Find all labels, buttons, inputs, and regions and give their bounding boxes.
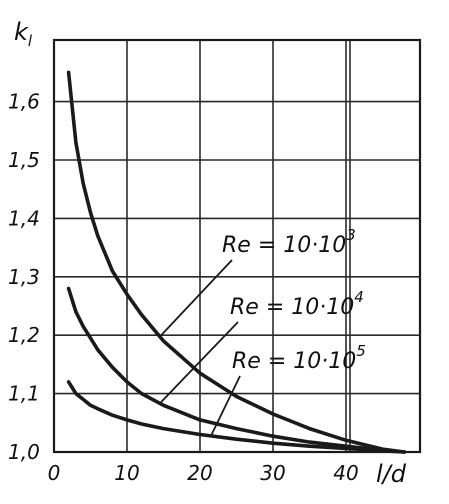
curves (66, 70, 407, 454)
x-tick-label: 10 (114, 461, 139, 485)
y-axis-title: kl (14, 18, 33, 50)
y-tick-label: 1,1 (8, 382, 40, 406)
y-tick-label: 1,2 (8, 323, 40, 347)
x-tick-label: 40 (333, 461, 358, 485)
x-axis-title: l/d (376, 460, 407, 488)
y-tick-label: 1,4 (8, 206, 40, 230)
series-line-1 (66, 70, 407, 454)
y-tick-label: 1,3 (8, 265, 40, 289)
leader-line-1 (159, 259, 233, 338)
y-tick-label: 1,6 (8, 90, 40, 114)
leader-line-3 (210, 375, 241, 437)
series-label-2: Re = 10·104 (230, 288, 364, 320)
x-tick-label: 20 (187, 461, 212, 485)
y-tick-label: 1,0 (8, 440, 40, 464)
leader-lines (159, 259, 241, 437)
series-label-1: Re = 10·103 (222, 226, 356, 258)
y-tick-label: 1,5 (8, 148, 40, 172)
x-tick-label: 30 (260, 461, 285, 485)
series-label-3: Re = 10·105 (232, 342, 366, 374)
series-line-2 (66, 286, 407, 454)
tick-labels: 1,0 1,1 1,2 1,3 1,4 1,5 1,6 0 10 20 30 40 (8, 90, 359, 485)
plot-frame (52, 38, 422, 454)
x-tick-label: 0 (48, 461, 61, 485)
leader-line-2 (159, 321, 239, 404)
grid (52, 38, 422, 454)
series-line-3 (66, 380, 407, 454)
